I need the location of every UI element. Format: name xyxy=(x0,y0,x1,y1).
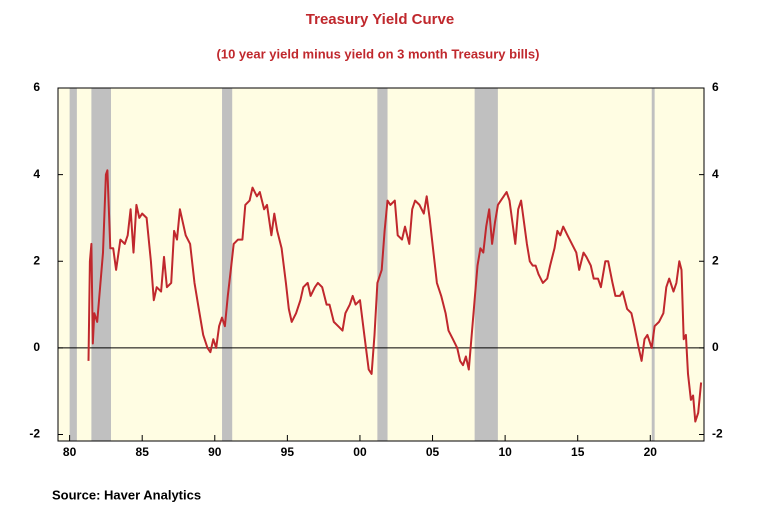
recession-band xyxy=(69,88,77,441)
y-tick-label: 0 xyxy=(33,340,40,354)
x-tick-label: 15 xyxy=(571,445,585,459)
y2-tick-label: 0 xyxy=(712,340,719,354)
y-tick-label: -2 xyxy=(29,427,40,441)
chart-title: Treasury Yield Curve xyxy=(306,11,454,28)
x-tick-label: 00 xyxy=(353,445,367,459)
y2-tick-label: 4 xyxy=(712,167,719,181)
series-line xyxy=(87,169,703,423)
x-tick-label: 95 xyxy=(281,445,295,459)
y2-tick-label: -2 xyxy=(712,427,723,441)
y-tick-label: 6 xyxy=(33,80,40,94)
x-tick-label: 10 xyxy=(498,445,512,459)
plot-frame xyxy=(57,87,705,442)
x-tick-label: 80 xyxy=(63,445,77,459)
recession-band xyxy=(651,88,655,441)
x-tick-label: 05 xyxy=(426,445,440,459)
y-tick-label: 4 xyxy=(33,167,40,181)
y2-tick-label: 6 xyxy=(712,80,719,94)
source-note: Source: Haver Analytics xyxy=(52,487,201,502)
x-tick-label: 90 xyxy=(208,445,222,459)
x-tick-label: 20 xyxy=(644,445,658,459)
recession-band xyxy=(222,88,233,441)
y-tick-label: 2 xyxy=(33,253,40,267)
y2-tick-label: 2 xyxy=(712,253,719,267)
chart-subtitle: (10 year yield minus yield on 3 month Tr… xyxy=(217,46,540,61)
x-tick-label: 85 xyxy=(136,445,150,459)
recession-band xyxy=(474,88,498,441)
